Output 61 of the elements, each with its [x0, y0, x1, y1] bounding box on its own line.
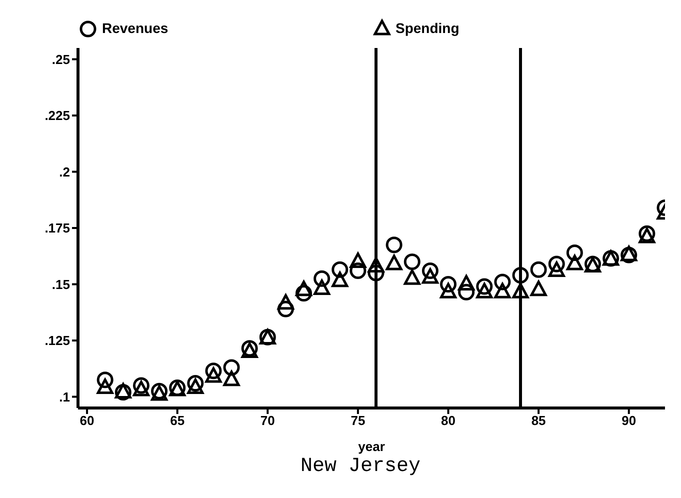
point [476, 282, 493, 298]
point [422, 262, 438, 279]
point [566, 254, 583, 270]
point [530, 280, 547, 296]
point [223, 370, 240, 386]
point [332, 272, 348, 288]
point [422, 268, 438, 284]
x-tick-label: 80 [441, 413, 456, 428]
point [132, 380, 150, 396]
point [494, 274, 511, 290]
point [314, 270, 330, 287]
point [368, 264, 384, 282]
point [548, 262, 565, 277]
x-tick-label: 65 [170, 413, 185, 428]
x-axis-title: year [358, 439, 385, 454]
y-tick-label: .125 [44, 333, 70, 348]
point [132, 377, 150, 394]
point [205, 367, 222, 383]
point [187, 375, 204, 392]
legend-label: Spending [396, 20, 460, 36]
legend-label: Revenues [102, 20, 168, 36]
y-tick-label: .225 [44, 108, 70, 124]
point [530, 261, 547, 278]
point [458, 275, 475, 290]
point [494, 282, 511, 298]
point [440, 276, 457, 292]
point [512, 282, 529, 298]
y-tick-label: .1 [59, 389, 70, 404]
x-tick-label: 90 [622, 413, 636, 428]
point [96, 372, 114, 388]
point [277, 294, 294, 310]
y-tick-label: .175 [44, 220, 70, 236]
x-tick-label: 75 [350, 413, 366, 428]
point [512, 267, 529, 284]
x-tick-label: 70 [260, 413, 275, 428]
point [205, 362, 222, 380]
point [332, 261, 348, 278]
x-tick-label: 85 [531, 413, 546, 428]
x-tick-label: 60 [80, 413, 94, 428]
text: New Jersey [299, 455, 422, 478]
y-tick-label: .2 [59, 164, 70, 180]
point [296, 280, 312, 296]
point [187, 378, 204, 394]
point [296, 285, 312, 302]
point [386, 254, 402, 270]
point [386, 236, 402, 254]
point [476, 278, 493, 295]
y-tick-label: .25 [52, 52, 70, 67]
point [350, 262, 366, 279]
point [458, 284, 475, 300]
point [548, 256, 565, 272]
point [314, 280, 330, 295]
point [223, 359, 240, 376]
point [566, 244, 583, 261]
y-tick-label: .15 [52, 276, 70, 292]
point [96, 378, 114, 394]
point [440, 282, 457, 298]
point [404, 269, 420, 285]
point [350, 252, 366, 268]
point [277, 300, 294, 318]
point [404, 254, 420, 270]
